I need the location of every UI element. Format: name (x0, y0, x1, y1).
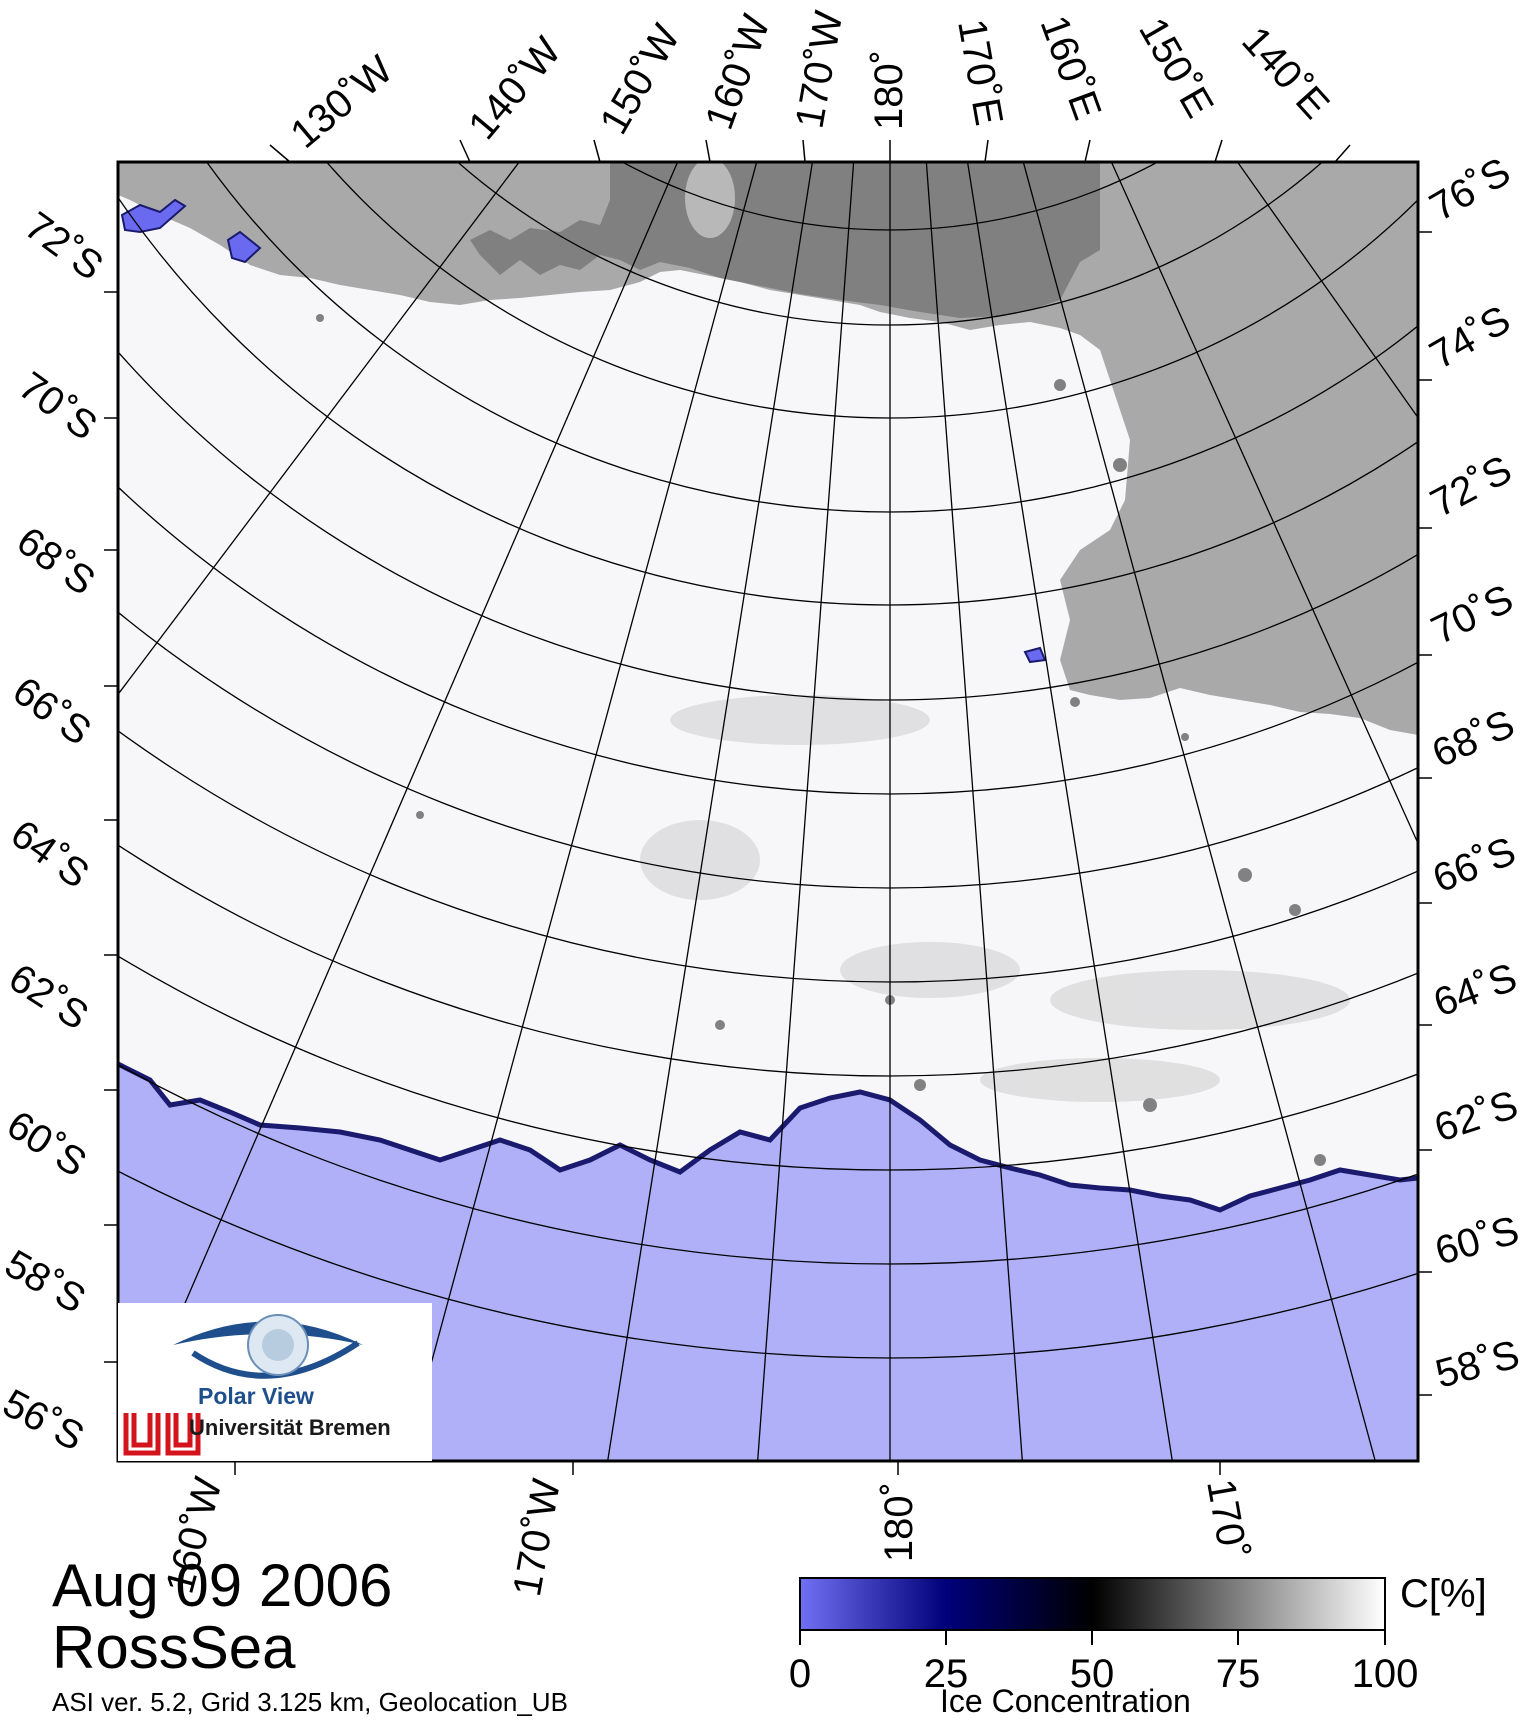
land-dark-patch (470, 162, 1100, 318)
lon-label: 170˚W (788, 8, 852, 132)
lat-label: 68˚S (1426, 702, 1521, 777)
lon-label: 130˚W (283, 47, 402, 157)
lat-label: 60˚S (1430, 1208, 1523, 1274)
lon-label: 180˚ (867, 50, 911, 130)
polar-view-logo: Polar View Universität Bremen (118, 1303, 432, 1461)
frame-ticks (104, 139, 1432, 1475)
lat-label: 66˚S (5, 669, 99, 754)
polynya-1 (120, 198, 187, 234)
lon-label: 180˚ (877, 1482, 921, 1562)
polynya-3 (1023, 646, 1047, 664)
lon-label: 170˚W (505, 1476, 569, 1600)
lat-label: 72˚S (17, 204, 111, 289)
lon-label: 140˚E (1233, 19, 1337, 128)
lat-label: 60˚S (0, 1103, 94, 1186)
lat-label: 70˚S (1425, 576, 1520, 653)
lat-label: 66˚S (1427, 829, 1522, 901)
lat-label: 72˚S (1424, 447, 1519, 526)
lat-label: 64˚S (3, 812, 97, 897)
lat-label: 76˚S (1423, 149, 1518, 229)
lon-label: 150˚E (1130, 11, 1221, 125)
lon-label: 170˚E (949, 16, 1011, 129)
lat-labels-left: 72˚S 70˚S 68˚S 66˚S 64˚S 62˚S 60˚S 58˚S … (0, 204, 111, 1460)
lon-label: 150˚W (592, 17, 689, 141)
logo-institution: Universität Bremen (189, 1415, 391, 1440)
lon-label: 140˚W (460, 29, 570, 148)
polynya-2 (226, 230, 262, 264)
lon-label: 170˚ (1198, 1476, 1255, 1562)
lon-label: 160˚W (697, 9, 779, 135)
land (118, 162, 1418, 735)
lat-label: 74˚S (1423, 297, 1518, 377)
map-frame (116, 160, 1420, 1463)
land-light-spot (685, 162, 735, 238)
ice-edge (118, 1061, 1418, 1213)
lat-label: 70˚S (11, 364, 105, 449)
open-ocean (118, 1064, 1418, 1461)
colorbar-tick-label: 75 (1216, 1652, 1261, 1696)
ice-texture (640, 695, 1350, 1102)
lat-label: 56˚S (0, 1381, 91, 1460)
colorbar-title: Ice Concentration (940, 1683, 1191, 1719)
colorbar: 0 25 50 75 100 (789, 1577, 1419, 1696)
colorbar-gradient (799, 1577, 1386, 1631)
lon-label: 160˚E (1032, 10, 1110, 125)
colorbar-tick-labels: 0 25 50 75 100 (789, 1652, 1419, 1696)
colorbar-tick-label: 50 (1070, 1652, 1115, 1696)
colorbar-unit: C[%] (1400, 1572, 1487, 1616)
lat-label: 62˚S (1, 956, 96, 1039)
lon-labels-top: 130˚W 140˚W 150˚W 160˚W 170˚W 180˚ 170˚E… (283, 8, 1338, 157)
eye-logo-icon (123, 1314, 363, 1456)
lat-label: 68˚S (9, 519, 103, 604)
map-footer: ASI ver. 5.2, Grid 3.125 km, Geolocation… (52, 1687, 568, 1717)
map-region: RossSea (52, 1614, 296, 1681)
map-date: Aug 09 2006 (52, 1552, 393, 1619)
colorbar-tick-label: 25 (924, 1652, 969, 1696)
lat-label: 58˚S (1431, 1332, 1524, 1396)
lat-label: 62˚S (1429, 1083, 1523, 1151)
logo-name: Polar View (198, 1383, 314, 1409)
lat-labels-right: 76˚S 74˚S 72˚S 70˚S 68˚S 66˚S 64˚S 62˚S … (1423, 149, 1524, 1396)
colorbar-tick-label: 0 (789, 1652, 811, 1696)
lat-label: 58˚S (0, 1242, 93, 1322)
colorbar-tick-label: 100 (1352, 1652, 1419, 1696)
lat-label: 64˚S (1428, 955, 1522, 1025)
colorbar-ticks (799, 1630, 1386, 1645)
